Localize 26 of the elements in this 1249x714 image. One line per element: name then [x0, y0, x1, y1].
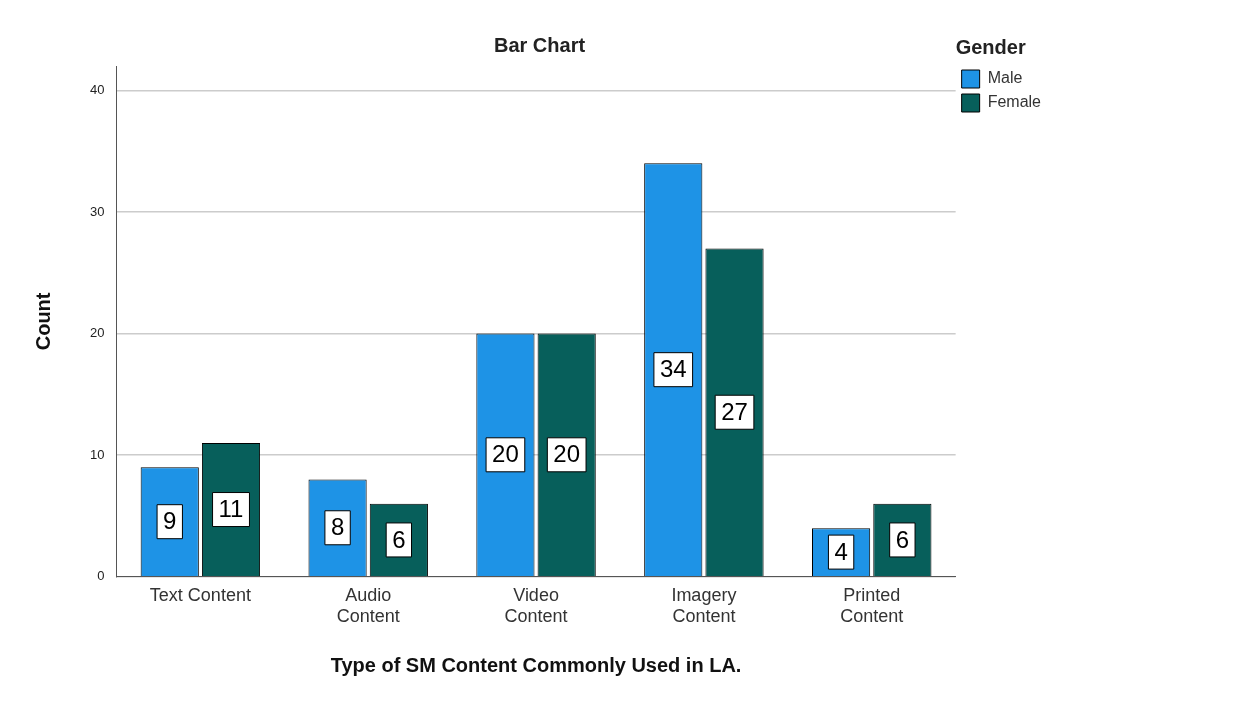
legend-title: Gender	[955, 35, 1026, 58]
y-tick-label: 10	[89, 446, 105, 462]
x-tick-label: Audio Content	[336, 584, 400, 627]
y-tick-label: 40	[89, 81, 105, 97]
y-axis-title: Count	[31, 292, 54, 351]
legend-label: Female	[987, 93, 1042, 111]
x-tick-label: Video Content	[504, 584, 568, 627]
x-axis-title: Type of SM Content Commonly Used in LA.	[330, 653, 742, 676]
data-label: 6	[392, 525, 406, 553]
legend-label: Male	[987, 69, 1023, 87]
x-tick-label: Imagery Content	[671, 584, 737, 627]
data-label: 4	[834, 537, 848, 565]
data-label: 20	[492, 440, 519, 468]
data-label: 20	[553, 440, 581, 468]
data-label: 8	[330, 513, 345, 541]
x-tick-label: Printed Content	[840, 584, 904, 627]
y-tick-label: 30	[89, 203, 105, 219]
x-tick-label: Text Content	[149, 584, 251, 605]
data-label: 9	[163, 507, 177, 535]
data-label: 27	[721, 397, 748, 425]
data-label: 6	[895, 525, 910, 553]
y-tick-label: 0	[97, 568, 105, 584]
chart-title: Bar Chart	[493, 33, 586, 56]
data-label: 34	[659, 355, 687, 383]
data-label: 11	[218, 495, 244, 523]
y-tick-label: 20	[89, 325, 105, 341]
